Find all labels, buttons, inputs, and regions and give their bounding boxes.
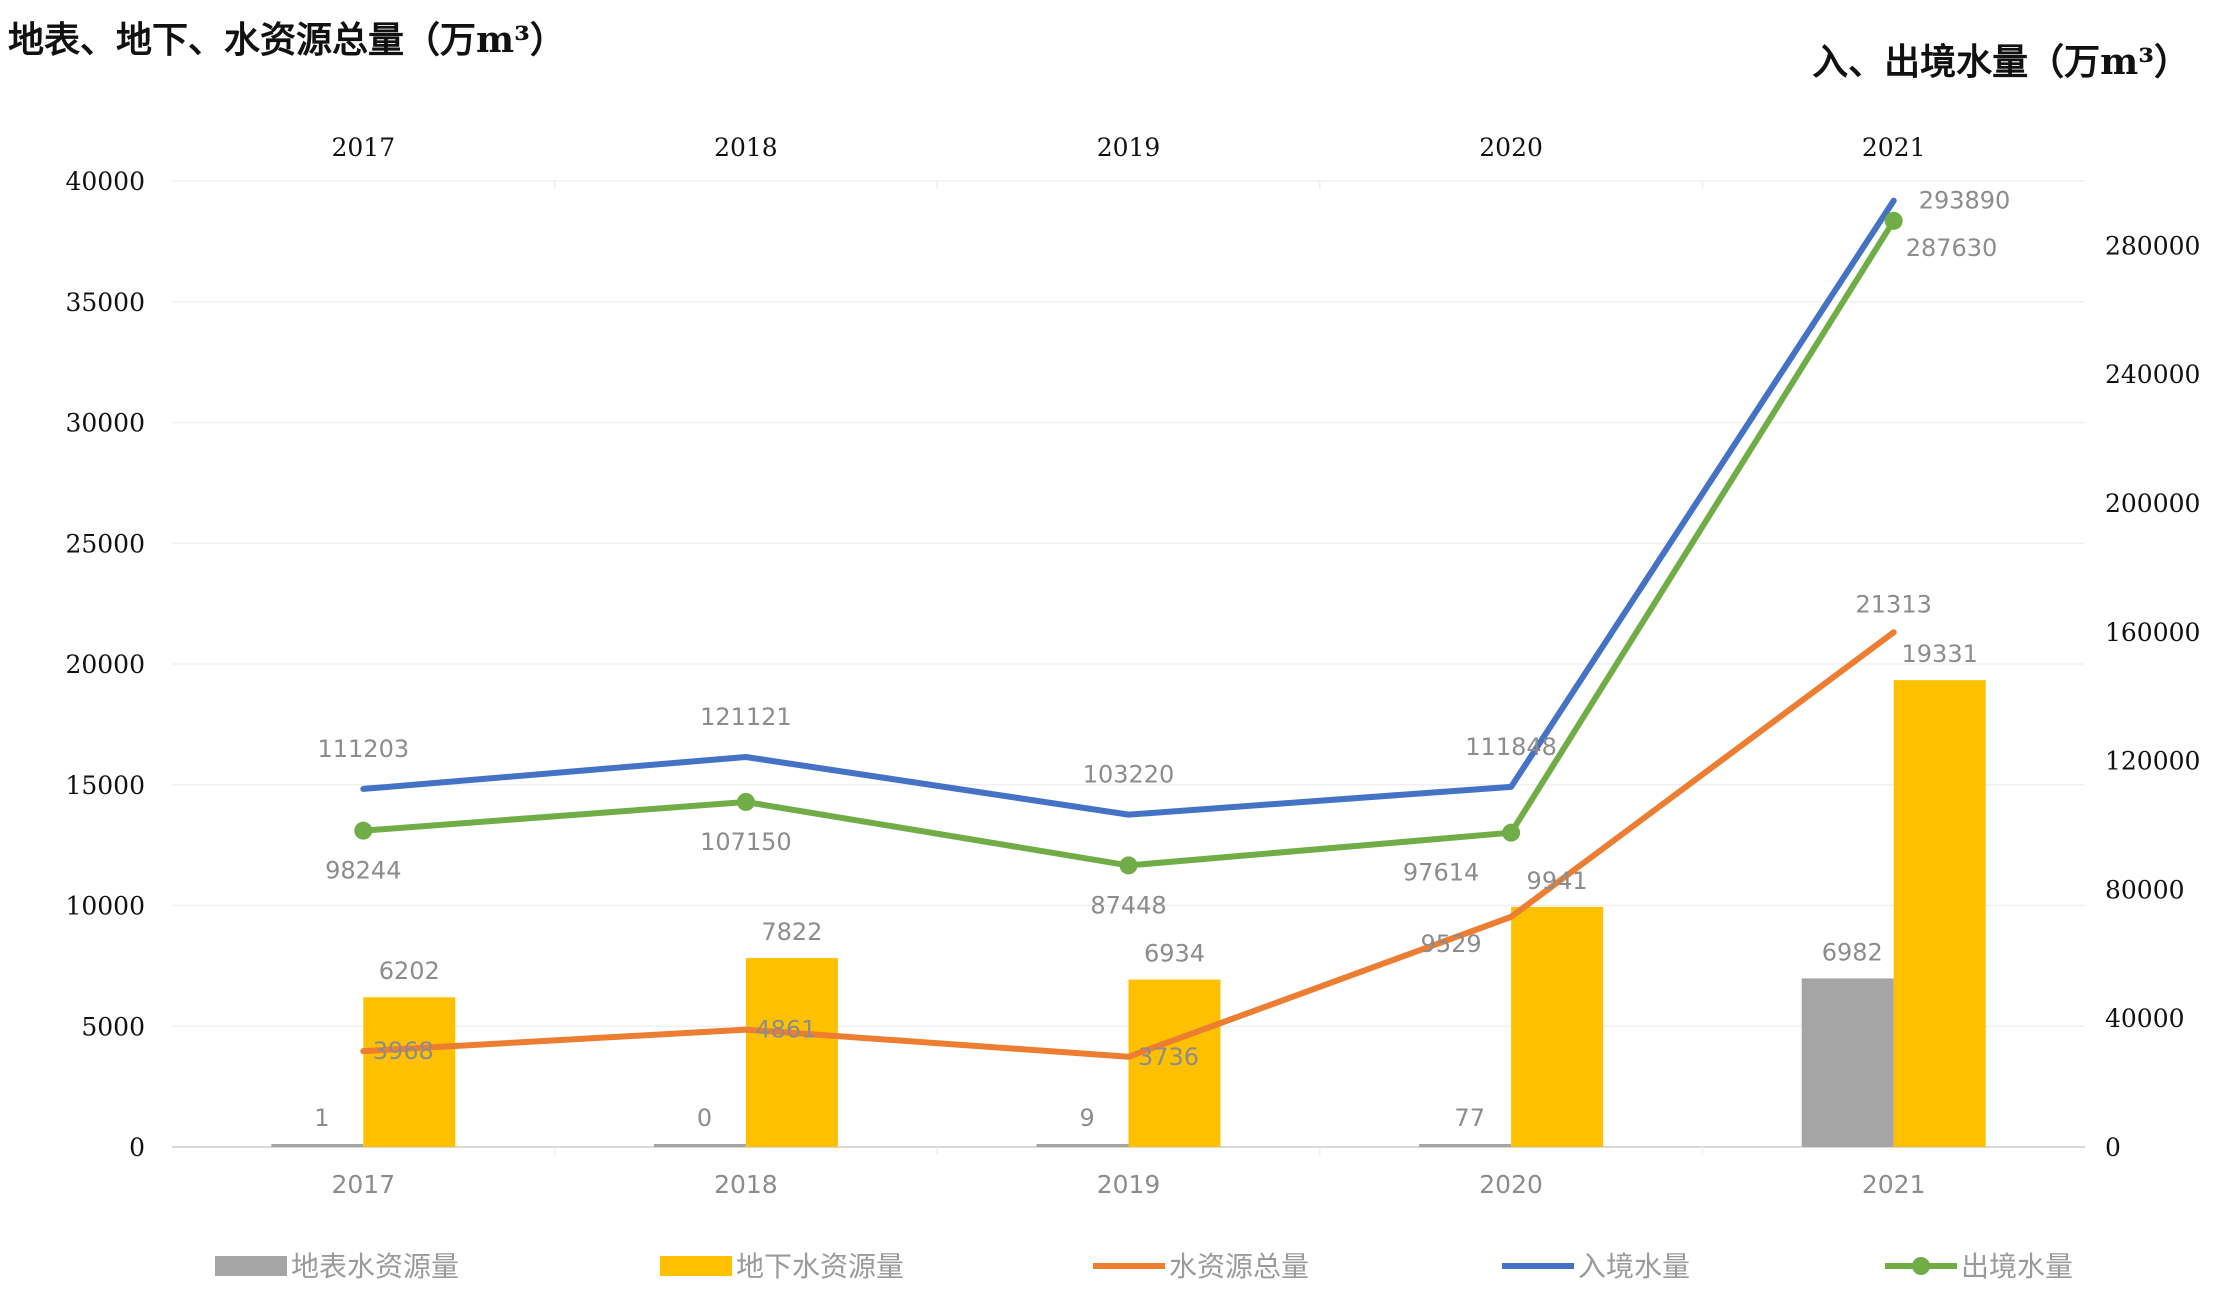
series-line <box>360 629 1897 1060</box>
legend-swatch <box>660 1256 732 1276</box>
bar-series <box>271 680 1986 1147</box>
left-axis-title: 地表、地下、水资源总量（万m³） <box>8 19 566 61</box>
legend-swatch <box>215 1256 287 1276</box>
top-category-label: 2017 <box>331 133 395 162</box>
bar <box>1801 978 1894 1147</box>
left-tick-label: 35000 <box>65 288 145 317</box>
bar <box>271 1144 364 1147</box>
bar-data-label: 0 <box>697 1104 712 1132</box>
left-axis-ticks: 0 5000 10000 15000 20000 25000 30000 35000 40000 <box>65 167 145 1162</box>
line-data-label: 9529 <box>1421 930 1482 958</box>
bar-data-label: 6982 <box>1822 938 1883 966</box>
bar <box>1511 906 1604 1147</box>
line-data-label: 98244 <box>325 857 401 885</box>
bottom-category-label: 2017 <box>331 1170 395 1199</box>
bottom-category-label: 2019 <box>1097 1170 1161 1199</box>
line-data-label: 107150 <box>700 828 792 856</box>
line-data-label: 287630 <box>1906 234 1998 262</box>
bar <box>1128 979 1221 1147</box>
right-tick-label: 280000 <box>2105 231 2200 260</box>
series-point <box>1884 211 1903 230</box>
bar-data-label: 19331 <box>1902 640 1978 668</box>
bar <box>1036 1144 1129 1147</box>
series-point <box>354 821 373 840</box>
bar <box>363 997 456 1147</box>
left-tick-label: 20000 <box>65 650 145 679</box>
bottom-category-label: 2018 <box>714 1170 778 1199</box>
left-tick-label: 40000 <box>65 167 145 196</box>
right-tick-label: 40000 <box>2105 1004 2185 1033</box>
right-tick-label: 200000 <box>2105 489 2200 518</box>
top-category-labels: 2017 2018 2019 2020 2021 <box>331 133 1925 162</box>
top-category-label: 2020 <box>1479 133 1543 162</box>
left-tick-label: 30000 <box>65 409 145 438</box>
left-tick-label: 0 <box>129 1133 145 1162</box>
line-data-label: 97614 <box>1403 859 1479 887</box>
bar <box>653 1144 746 1147</box>
bottom-category-labels: 2017 2018 2019 2020 2021 <box>331 1170 1925 1199</box>
left-tick-label: 10000 <box>65 892 145 921</box>
series-line <box>360 197 1897 818</box>
bar <box>1419 1144 1512 1147</box>
series-point <box>736 792 755 811</box>
bottom-category-label: 2020 <box>1479 1170 1543 1199</box>
right-axis-title: 入、出境水量（万m³） <box>1812 41 2190 83</box>
line-data-label: 21313 <box>1856 590 1932 618</box>
legend: 地表水资源量 地下水资源量 水资源总量 入境水量 出境水量 <box>215 1250 2073 1283</box>
left-tick-label: 25000 <box>65 529 145 558</box>
right-tick-label: 0 <box>2105 1133 2121 1162</box>
right-tick-label: 240000 <box>2105 360 2200 389</box>
legend-marker <box>1912 1257 1930 1275</box>
bar-data-label: 9 <box>1079 1104 1094 1132</box>
bar-data-label: 6202 <box>379 957 440 985</box>
top-category-label: 2019 <box>1097 133 1161 162</box>
series-point <box>1502 823 1521 842</box>
right-tick-label: 160000 <box>2105 618 2200 647</box>
line-data-label: 111848 <box>1465 733 1557 761</box>
bar <box>745 958 838 1147</box>
left-tick-label: 5000 <box>81 1012 145 1041</box>
line-data-label: 4861 <box>755 1016 816 1044</box>
legend-label: 地表水资源量 <box>291 1250 459 1283</box>
legend-label: 出境水量 <box>1961 1250 2073 1283</box>
legend-label: 水资源总量 <box>1169 1250 1309 1283</box>
data-labels: 1 0 9 77 6982 6202 7822 6934 9941 19331 3968 4861 37… <box>314 187 2010 1132</box>
line-data-label: 121121 <box>700 703 792 731</box>
legend-label: 入境水量 <box>1578 1250 1690 1283</box>
line-data-label: 87448 <box>1090 891 1166 919</box>
line-data-label: 3736 <box>1138 1043 1199 1071</box>
right-tick-label: 120000 <box>2105 747 2200 776</box>
bar-data-label: 7822 <box>761 918 822 946</box>
bar-data-label: 77 <box>1454 1104 1485 1132</box>
line-data-label: 111203 <box>317 735 409 763</box>
bar-data-label: 1 <box>314 1104 329 1132</box>
bottom-category-label: 2021 <box>1862 1170 1926 1199</box>
left-tick-label: 15000 <box>65 771 145 800</box>
top-category-label: 2021 <box>1862 133 1926 162</box>
right-tick-label: 80000 <box>2105 875 2185 904</box>
bar <box>1893 680 1986 1147</box>
series-point <box>1119 856 1138 875</box>
line-data-label: 293890 <box>1919 187 2011 215</box>
right-axis-ticks: 0 40000 80000 120000 160000 200000 240000 28000… <box>2105 231 2200 1162</box>
legend-label: 地下水资源量 <box>736 1250 904 1283</box>
line-data-label: 103220 <box>1083 761 1175 789</box>
bar-data-label: 9941 <box>1527 867 1588 895</box>
gridlines <box>172 180 2085 1155</box>
bar-data-label: 6934 <box>1144 940 1205 968</box>
line-data-label: 3968 <box>373 1037 434 1065</box>
line-series <box>354 197 1903 1060</box>
top-category-label: 2018 <box>714 133 778 162</box>
